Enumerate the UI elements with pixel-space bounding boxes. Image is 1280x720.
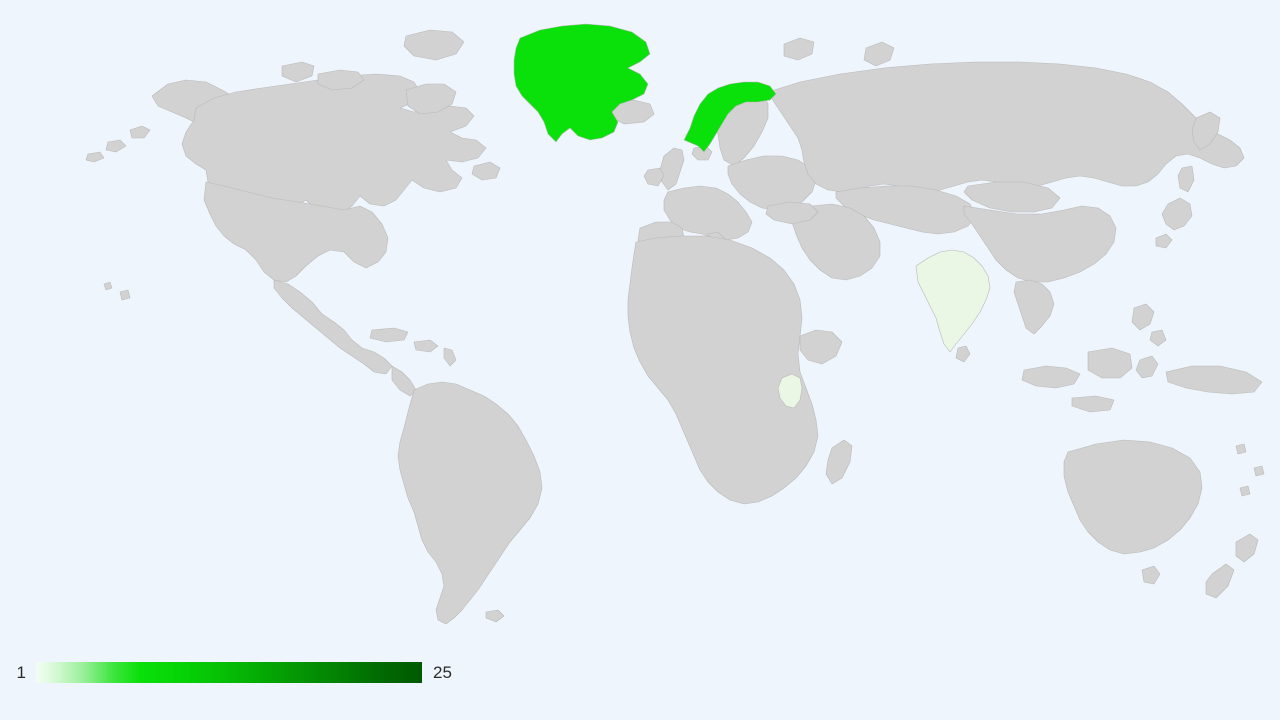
country-new-zealand[interactable] — [1205, 533, 1259, 599]
island-borneo[interactable] — [1087, 347, 1133, 379]
country-australia[interactable] — [1063, 439, 1203, 555]
landmasses-no-data — [85, 29, 1265, 625]
country-philippines[interactable] — [1131, 303, 1167, 347]
island-lesser-antilles[interactable] — [443, 347, 457, 367]
legend-min-label: 1 — [16, 662, 26, 682]
island-falklands[interactable] — [485, 609, 505, 623]
region-middle-east[interactable] — [791, 203, 881, 281]
country-mongolia[interactable] — [963, 181, 1061, 213]
country-china[interactable] — [963, 205, 1117, 283]
country-japan[interactable] — [1155, 197, 1193, 249]
legend-max-label: 25 — [433, 662, 452, 682]
country-norway-highlighted[interactable] — [683, 81, 777, 153]
island-svalbard[interactable] — [783, 37, 815, 61]
country-sri-lanka[interactable] — [955, 345, 971, 363]
island-novaya-zemlya[interactable] — [863, 41, 895, 67]
country-india-highlighted[interactable] — [915, 249, 991, 353]
country-greenland-highlighted[interactable] — [513, 23, 651, 143]
island-cuba[interactable] — [369, 327, 409, 343]
island-sumatra-java[interactable] — [1021, 365, 1115, 413]
island-victoria[interactable] — [317, 69, 365, 91]
island-hawaii[interactable] — [103, 281, 131, 301]
region-southeast-asia[interactable] — [1013, 279, 1055, 335]
colorbar-legend: 1 25 — [0, 652, 1280, 692]
island-pacific-small[interactable] — [1235, 443, 1265, 497]
country-uganda-highlighted[interactable] — [777, 373, 803, 409]
country-mexico[interactable] — [273, 279, 393, 375]
region-horn-of-africa[interactable] — [799, 329, 843, 365]
island-baffin[interactable] — [405, 83, 457, 115]
island-banks[interactable] — [281, 61, 315, 83]
island-ellesmere[interactable] — [403, 29, 465, 61]
island-sulawesi[interactable] — [1135, 355, 1159, 379]
country-ireland[interactable] — [643, 167, 665, 187]
world-map-svg[interactable] — [0, 0, 1280, 648]
landmasses-highlighted — [513, 23, 991, 409]
region-kamchatka[interactable] — [1191, 111, 1221, 151]
island-hispaniola[interactable] — [413, 339, 439, 353]
map-canvas[interactable] — [0, 0, 1280, 648]
continent-africa[interactable] — [627, 235, 819, 505]
continent-south-america[interactable] — [397, 381, 543, 625]
region-eastern-europe[interactable] — [727, 155, 817, 211]
island-madagascar[interactable] — [825, 439, 853, 485]
island-new-guinea[interactable] — [1165, 365, 1263, 395]
island-tasmania[interactable] — [1141, 565, 1161, 585]
legend-gradient-bar[interactable] — [36, 661, 422, 683]
region-western-europe[interactable] — [663, 185, 753, 241]
island-newfoundland[interactable] — [471, 161, 501, 181]
country-turkey[interactable] — [765, 201, 819, 225]
island-sakhalin[interactable] — [1177, 165, 1195, 193]
country-united-states[interactable] — [203, 181, 389, 283]
